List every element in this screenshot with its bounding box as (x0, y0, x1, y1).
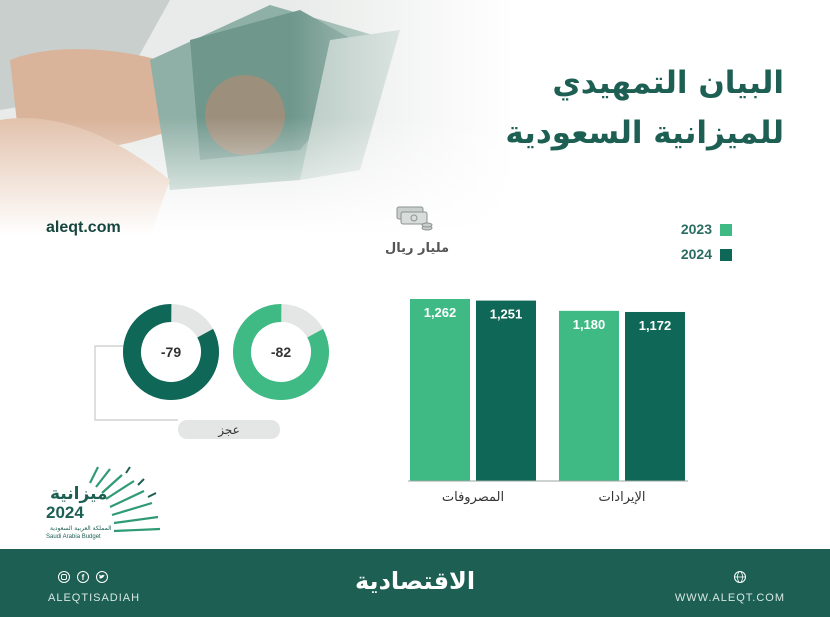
deficit-label: عجز (217, 423, 240, 438)
footer-bar (0, 549, 830, 617)
twitter-icon[interactable] (96, 571, 108, 583)
category-label-0: المصروفات (442, 490, 504, 505)
svg-text:f: f (82, 573, 85, 582)
social-handle[interactable]: ALEQTISADIAH (48, 592, 141, 604)
data-label-2024-0: 1,251 (490, 307, 523, 322)
donut-value-2024: -79 (161, 344, 181, 360)
bracket-connector (94, 345, 178, 421)
data-label-2024-1: 1,172 (639, 318, 672, 333)
chart-canvas: 1,262 1,251 المصروفات 1,180 1,172 الإيرادات عج… (94, 299, 688, 505)
globe-icon (734, 571, 746, 583)
money-stack-icon (396, 206, 433, 231)
social-icons: f (58, 571, 108, 583)
deficit-label-pill (178, 420, 280, 439)
legend-label-2023: 2023 (680, 221, 712, 237)
brand-logo: الاقتصادية (355, 567, 476, 595)
budget-logo-icon (89, 466, 161, 533)
legend-swatch-2024 (720, 249, 732, 261)
facebook-icon[interactable]: f (77, 571, 89, 583)
bar-2023-0 (410, 299, 470, 481)
chart-title-line2: للميزانية السعودية (505, 115, 784, 151)
donut-arc-2024 (123, 304, 219, 400)
site-url[interactable]: aleqt.com (46, 219, 121, 236)
legend-label-2024: 2024 (680, 246, 712, 262)
budget-logo-ar-sub: المملكة العربية السعودية (50, 525, 112, 532)
category-label-1: الإيرادات (598, 490, 645, 505)
budget-logo-word: ميزانية (50, 484, 108, 504)
bar-2024-0 (476, 300, 536, 481)
donut-value-2023: -82 (271, 344, 291, 360)
unit-label: مليار ريال (385, 241, 450, 256)
instagram-icon[interactable] (58, 571, 70, 583)
legend-swatch-2023 (720, 224, 732, 236)
data-label-2023-0: 1,262 (424, 305, 457, 320)
donut-arc-2023 (233, 304, 329, 400)
data-label-2023-1: 1,180 (573, 317, 606, 332)
budget-logo-year: 2024 (46, 503, 84, 522)
header-photo (0, 0, 830, 235)
bar-2024-1 (625, 311, 685, 481)
budget-logo-en-sub: Saudi Arabia Budget (46, 534, 101, 540)
website-url[interactable]: WWW.ALEQT.COM (674, 592, 785, 604)
bar-2023-1 (559, 310, 619, 481)
chart-title-line1: البيان التمهيدي (552, 65, 784, 101)
